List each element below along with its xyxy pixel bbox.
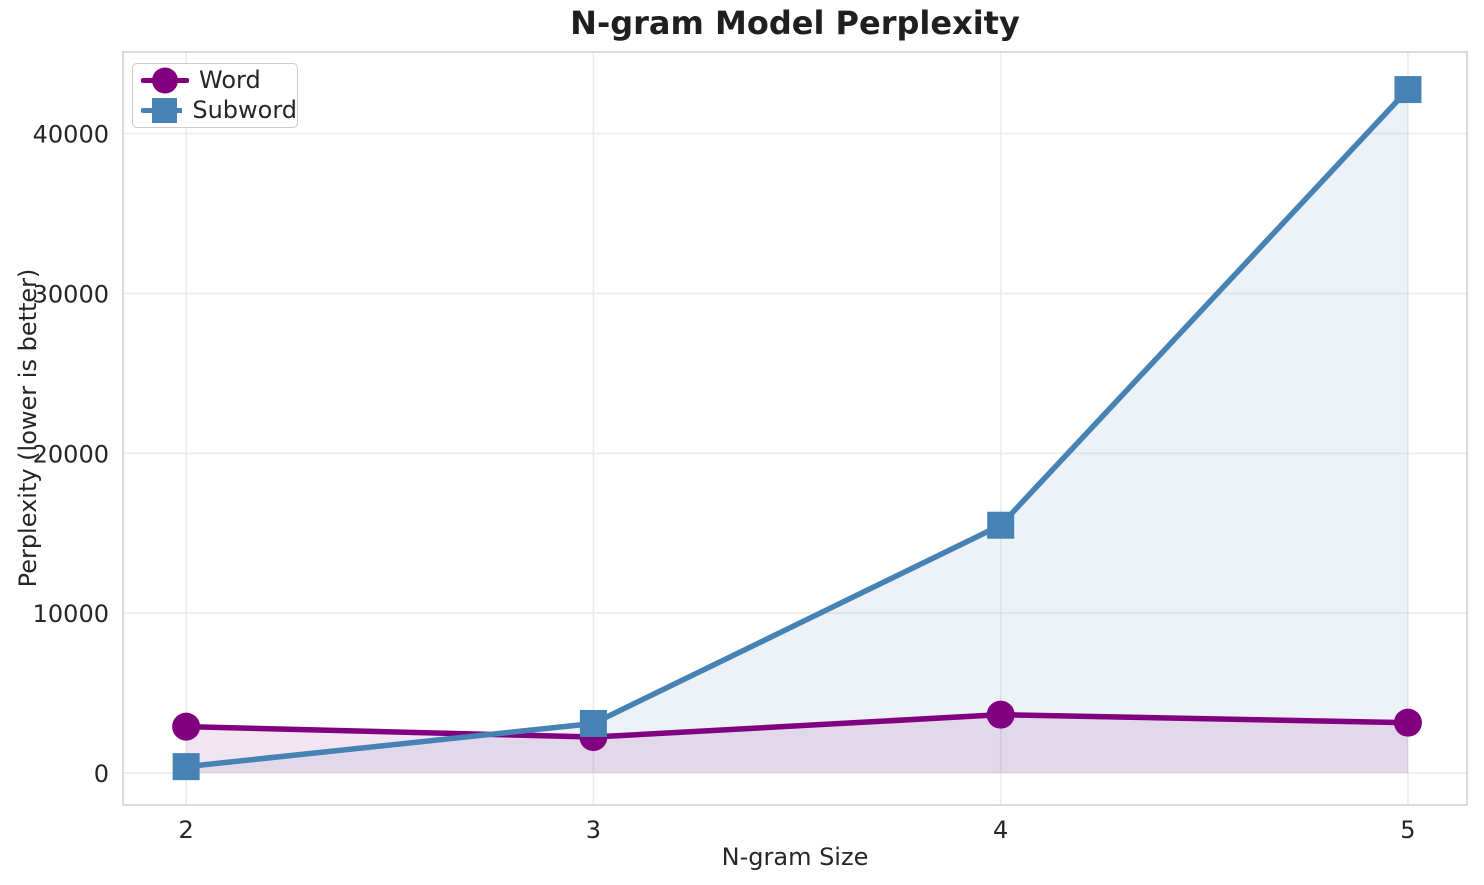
legend-label-word: Word <box>199 66 261 94</box>
svg-text:5: 5 <box>1400 816 1415 844</box>
svg-text:3: 3 <box>586 816 601 844</box>
legend-item-subword: Subword <box>141 96 297 125</box>
svg-text:4: 4 <box>993 816 1008 844</box>
chart-title: N-gram Model Perplexity <box>570 4 1020 42</box>
svg-text:40000: 40000 <box>33 121 109 149</box>
legend: Word Subword <box>132 63 298 128</box>
x-axis-label: N-gram Size <box>721 843 869 871</box>
subword-line-square-marker-icon <box>141 98 183 123</box>
svg-text:20000: 20000 <box>33 440 109 468</box>
svg-text:10000: 10000 <box>33 600 109 628</box>
word-line-circle-marker-icon <box>141 67 189 94</box>
legend-label-subword: Subword <box>192 96 297 124</box>
svg-text:30000: 30000 <box>33 280 109 308</box>
svg-text:0: 0 <box>94 760 109 788</box>
legend-item-word: Word <box>141 66 297 95</box>
svg-text:2: 2 <box>178 816 193 844</box>
